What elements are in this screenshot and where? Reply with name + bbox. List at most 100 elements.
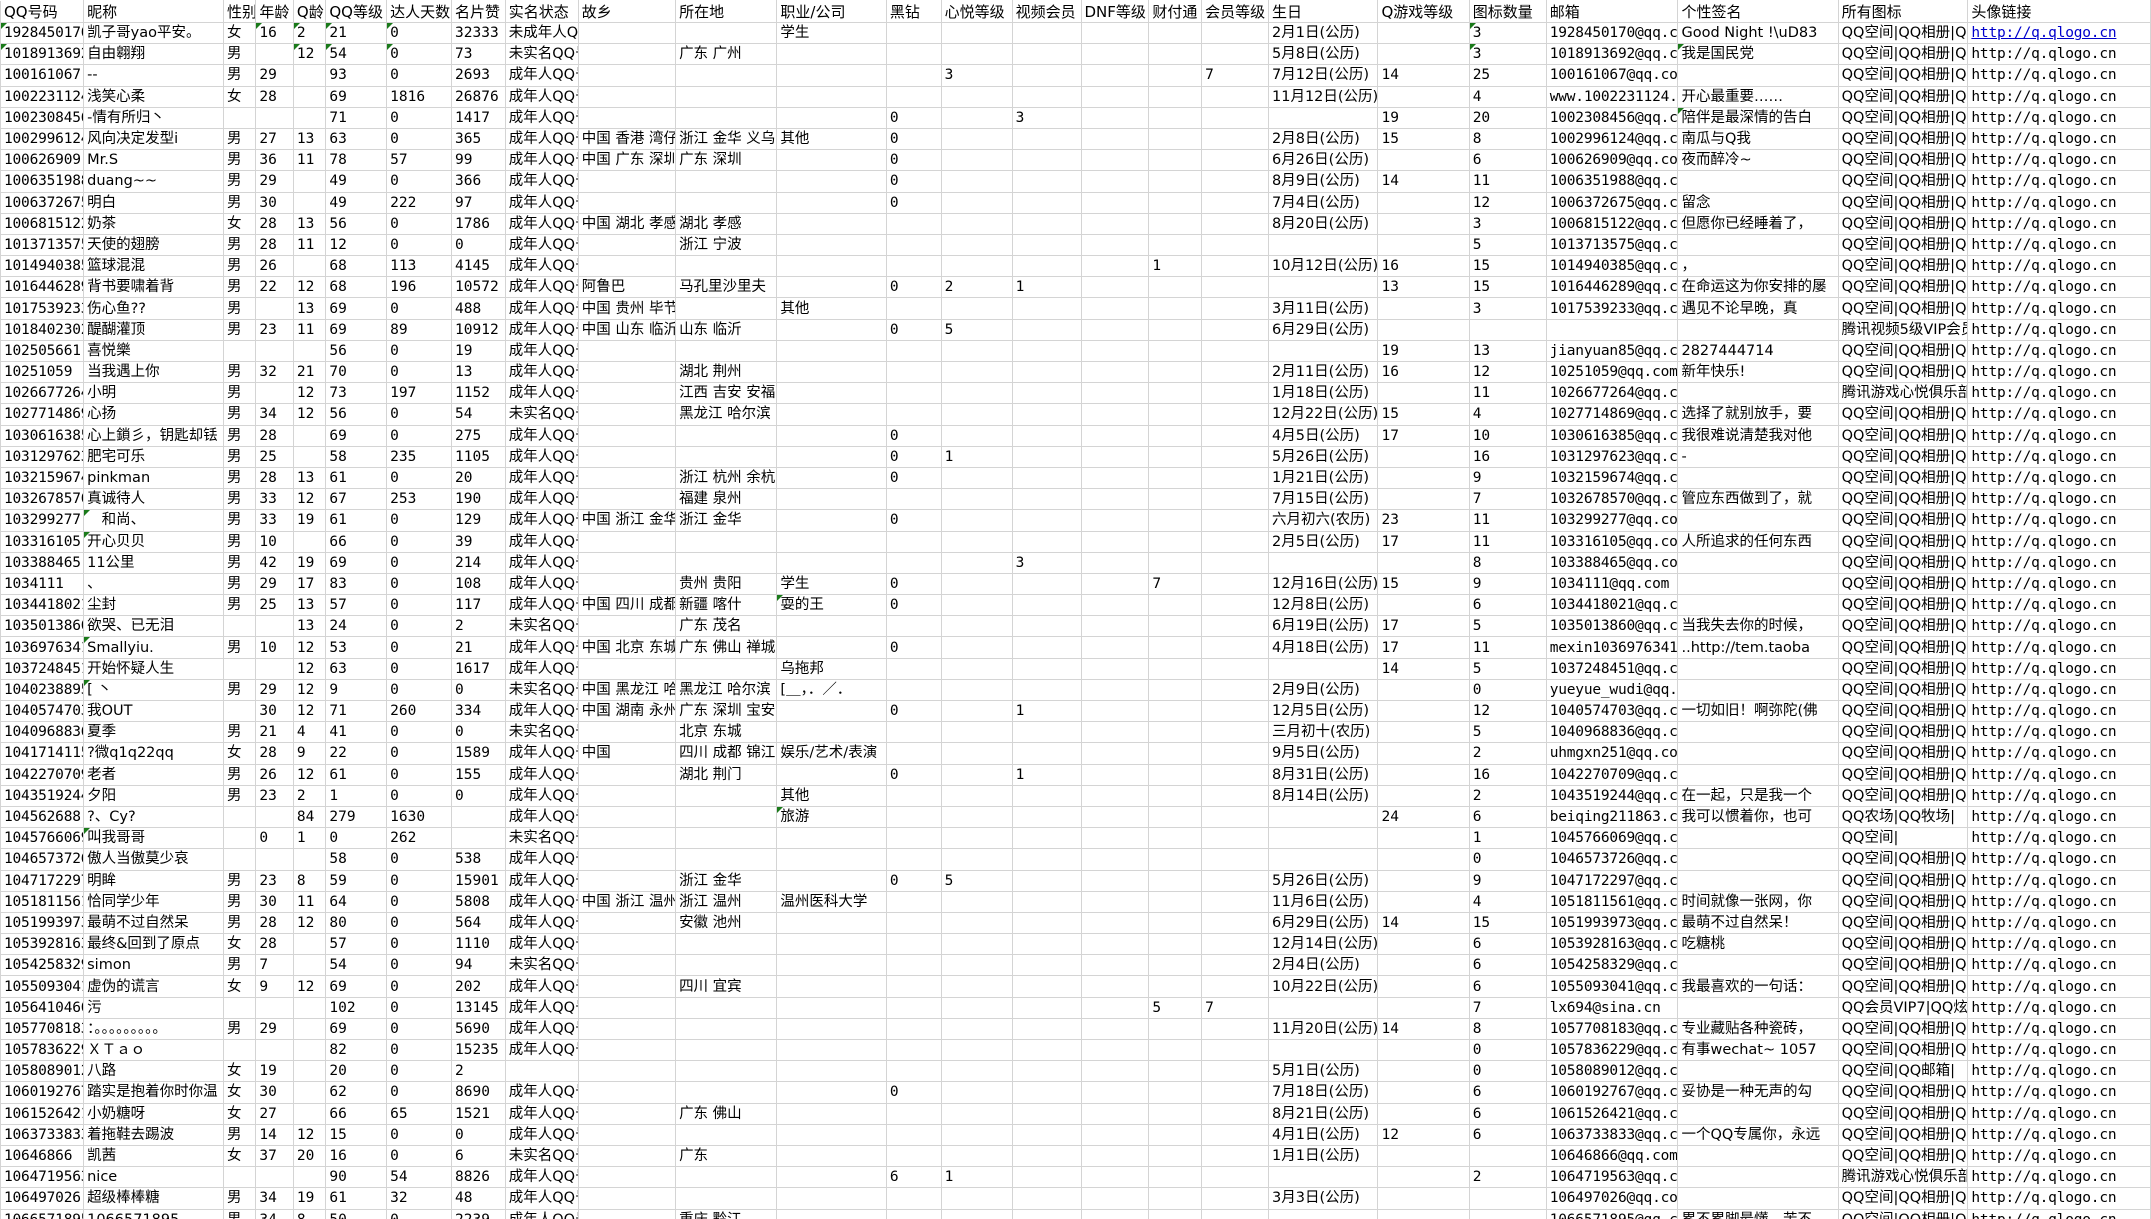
cell-sex[interactable] [222,106,257,129]
cell-vip[interactable] [1201,1208,1269,1219]
cell-realname[interactable]: 成年人QQ号 [504,445,579,468]
cell-likes[interactable]: 2693 [451,64,506,87]
cell-qlevel[interactable]: 49 [325,191,388,214]
cell-likes[interactable]: 21 [451,636,506,659]
cell-tenpay[interactable] [1148,975,1203,998]
cell-xinyue[interactable] [940,742,1013,765]
cell-days[interactable]: 0 [386,127,453,151]
cell-birth[interactable] [1267,1038,1379,1062]
cell-likes[interactable]: 1589 [451,742,506,765]
cell-job[interactable] [776,1038,887,1062]
cell-qq[interactable]: 1058089012 [0,1060,85,1083]
cell-birth[interactable]: 三月初十(农历) [1267,721,1379,744]
cell-nick[interactable]: -- [83,64,224,87]
cell-tenpay[interactable] [1148,848,1203,871]
cell-email[interactable]: uhmgxn251@qq.com [1545,742,1679,765]
cell-video[interactable] [1011,848,1082,871]
cell-nick[interactable]: 肥宅可乐 [83,445,224,468]
cell-job[interactable] [776,85,887,108]
column-header-20[interactable]: 图标数量 [1468,0,1547,23]
cell-qage[interactable] [292,954,327,977]
cell-qq[interactable]: 1046573726 [0,848,85,871]
cell-all-icons[interactable]: QQ空间|QQ相册|QQ [1837,572,1969,596]
cell-age[interactable]: 28 [255,933,294,956]
cell-qgame[interactable] [1377,382,1470,405]
table-row[interactable]: 1006372675明白男304922297成年人QQ号07月4日(公历)121… [0,191,2151,214]
cell-home[interactable] [577,191,677,214]
cell-icons[interactable]: 6 [1468,1123,1547,1146]
cell-email[interactable]: 1006372675@qq.com [1545,191,1679,214]
table-row[interactable]: 1041714115?微q1q22qq女2892201589成年人QQ号中国四川… [0,742,2151,765]
column-header-3[interactable]: 年龄 [255,0,294,23]
cell-age[interactable] [255,657,294,680]
cell-likes[interactable]: 99 [451,149,506,172]
cell-dnf[interactable] [1080,1208,1150,1219]
cell-sign[interactable]: 选择了就别放手，要 [1677,403,1839,426]
cell-loc[interactable] [675,1060,778,1083]
cell-diamond[interactable]: 0 [885,149,942,172]
column-header-12[interactable]: 黑钻 [885,0,942,23]
cell-avatar-link[interactable]: http://q.qlogo.cn [1967,911,2151,935]
cell-realname[interactable]: 成年人QQ号 [504,466,579,490]
cell-qage[interactable]: 12 [292,763,327,786]
cell-diamond[interactable]: 0 [885,466,942,490]
cell-birth[interactable]: 11月12日(公历) [1267,85,1379,108]
cell-age[interactable]: 7 [255,954,294,977]
table-row[interactable]: 1051993973最萌不过自然呆男2812800564成年人QQ号安徽 池州6… [0,911,2151,935]
cell-sex[interactable]: 男 [222,530,257,553]
table-row[interactable]: 1016446289背书要啸着背男22126819610572成年人QQ号阿鲁巴… [0,276,2151,299]
cell-qgame[interactable]: 23 [1377,509,1470,532]
cell-loc[interactable] [675,170,778,193]
cell-xinyue[interactable] [940,382,1013,405]
cell-home[interactable] [577,488,677,511]
cell-job[interactable] [776,509,887,532]
cell-vip[interactable]: 7 [1201,64,1269,87]
cell-icons[interactable]: 9 [1468,869,1547,892]
cell-loc[interactable] [675,827,778,850]
cell-job[interactable]: 学生 [776,21,887,45]
cell-days[interactable]: 0 [386,954,453,977]
cell-nick[interactable]: 夏季 [83,721,224,744]
cell-likes[interactable]: 117 [451,594,506,617]
cell-video[interactable] [1011,890,1082,913]
cell-diamond[interactable] [885,721,942,744]
cell-tenpay[interactable] [1148,636,1203,659]
cell-qq[interactable]: 1040238895 [0,678,85,702]
cell-icons[interactable]: 15 [1468,911,1547,935]
cell-icons[interactable]: 0 [1468,848,1547,871]
cell-tenpay[interactable] [1148,1208,1203,1219]
cell-video[interactable] [1011,1144,1082,1168]
cell-dnf[interactable] [1080,869,1150,892]
cell-vip[interactable] [1201,742,1269,765]
column-header-7[interactable]: 名片赞 [451,0,506,23]
cell-qlevel[interactable]: 16 [325,1144,388,1168]
cell-qq[interactable]: 100626909 [0,149,85,172]
cell-qq[interactable]: 1018402302 [0,318,85,341]
cell-realname[interactable]: 成年人QQ号 [504,890,579,913]
table-row[interactable]: 1002996124风向决定发型i男2713630365成年人QQ号中国 香港 … [0,127,2151,151]
cell-all-icons[interactable]: QQ空间|QQ相册|QQ [1837,594,1969,617]
cell-qlevel[interactable]: 69 [325,975,388,998]
cell-vip[interactable] [1201,170,1269,193]
cell-xinyue[interactable] [940,424,1013,447]
cell-qlevel[interactable]: 102 [325,996,388,1019]
cell-diamond[interactable]: 0 [885,594,942,617]
cell-dnf[interactable] [1080,763,1150,786]
cell-vip[interactable] [1201,1187,1269,1210]
cell-sex[interactable] [222,848,257,871]
cell-loc[interactable]: 浙江 金华 义乌市 [675,127,778,151]
cell-nick[interactable]: 背书要啸着背 [83,276,224,299]
column-header-9[interactable]: 故乡 [577,0,677,23]
cell-likes[interactable]: 8826 [451,1166,506,1189]
cell-sex[interactable]: 女 [222,975,257,998]
cell-birth[interactable]: 7月15日(公历) [1267,488,1379,511]
cell-nick[interactable]: 叫我哥哥 [83,827,224,850]
cell-tenpay[interactable] [1148,127,1203,151]
cell-loc[interactable]: 黑龙江 哈尔滨 [675,403,778,426]
cell-dnf[interactable] [1080,445,1150,468]
cell-job[interactable] [776,382,887,405]
cell-icons[interactable]: 11 [1468,509,1547,532]
cell-loc[interactable] [675,191,778,214]
cell-job[interactable] [776,43,887,66]
cell-qlevel[interactable]: 279 [325,805,388,829]
